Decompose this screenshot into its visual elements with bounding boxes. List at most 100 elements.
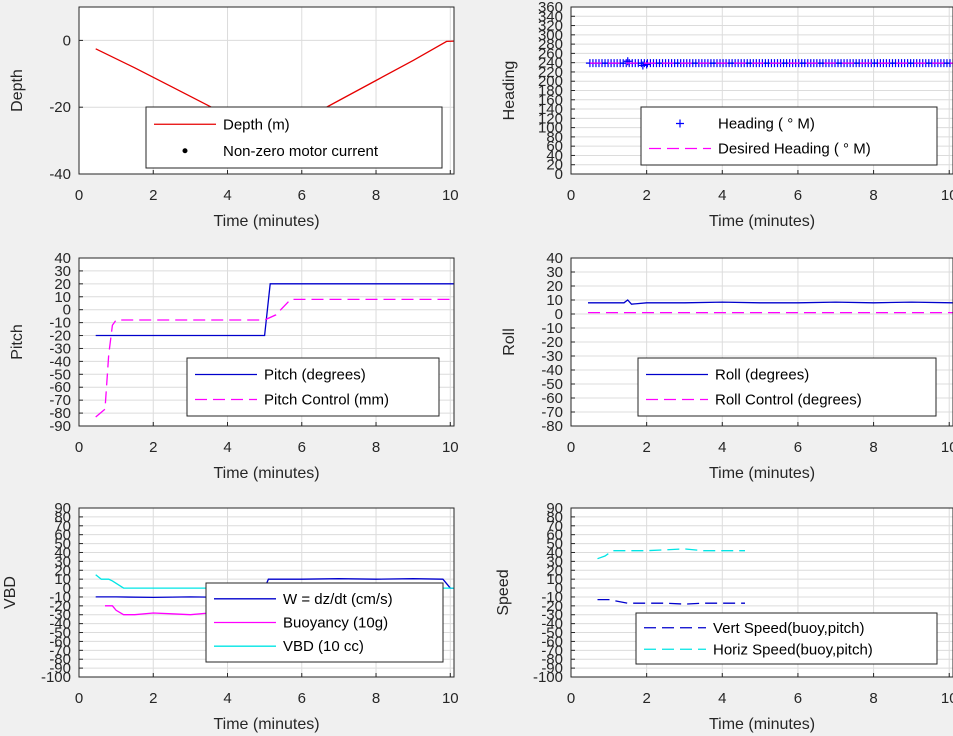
y-tick-label: 360 <box>538 0 563 16</box>
y-tick-label: 20 <box>54 276 71 293</box>
y-tick-label: -70 <box>49 642 71 659</box>
series-group <box>588 299 953 314</box>
y-tick-label: 100 <box>538 120 563 137</box>
axes-box <box>78 6 455 175</box>
x-axis-label: Time (minutes) <box>709 716 815 733</box>
chart-vbd: 0 2 4 6 8 109080706050403020100-10-20-30-40-5… <box>2 500 459 733</box>
x-tick-label: 0 <box>567 187 575 204</box>
x-tick-label: 2 <box>149 439 157 456</box>
x-tick-label: 10 <box>442 690 459 707</box>
y-tick-label: -30 <box>49 607 71 624</box>
y-tick-label: 300 <box>538 27 563 44</box>
y-tick-label: -90 <box>541 660 563 677</box>
x-tick-label: 6 <box>298 690 306 707</box>
chart-speed: 02468109080706050403020100-10-20-30-40-5… <box>495 500 953 733</box>
series-roll-0-line <box>588 299 953 305</box>
legend-label: Heading ( ° M) <box>718 116 815 133</box>
y-tick-label: 30 <box>546 553 563 570</box>
y-tick-label: -10 <box>541 589 563 606</box>
legend-label: Depth (m) <box>223 116 290 133</box>
y-tick-label: -30 <box>541 348 563 365</box>
y-tick-label: -60 <box>541 633 563 650</box>
y-tick-label: -40 <box>541 362 563 379</box>
y-tick-label: 30 <box>546 264 563 281</box>
chart-pitch: 0 2 4 6 8 10403020100-10-20-30-40-50-60-70-80… <box>9 250 459 482</box>
y-tick-label: -40 <box>49 166 71 183</box>
axes-box <box>570 507 953 678</box>
y-tick-label: -60 <box>49 379 71 396</box>
y-tick-label: 10 <box>54 289 71 306</box>
legend: W = dz/dt (cm/s) Buoyancy (10g) VBD (10 cc… <box>205 582 444 663</box>
y-tick-label: -100 <box>41 669 71 686</box>
x-tick-label: 8 <box>372 187 380 204</box>
legend-label: W = dz/dt (cm/s) <box>283 591 393 608</box>
x-tick-label: 4 <box>718 187 726 204</box>
y-tick-label: 50 <box>546 536 563 553</box>
legend-box <box>145 106 443 169</box>
y-tick-label: 90 <box>54 500 71 517</box>
legend-box <box>186 357 440 417</box>
legend-label: Pitch (degrees) <box>264 367 366 384</box>
legend-box <box>637 357 937 417</box>
x-tick-label: 8 <box>869 690 877 707</box>
y-tick-label: 0 <box>555 306 563 323</box>
series-speed-0-line <box>597 598 745 605</box>
x-tick-label: 2 <box>642 187 650 204</box>
x-tick-label: 2 <box>149 690 157 707</box>
y-tick-label: 40 <box>546 147 563 164</box>
x-tick-label: 0 <box>75 187 83 204</box>
x-tick-label: 6 <box>794 187 802 204</box>
y-tick-label: 10 <box>546 292 563 309</box>
y-tick-label: 80 <box>546 509 563 526</box>
x-tick-label: 4 <box>223 187 231 204</box>
y-tick-label: 240 <box>538 55 563 72</box>
y-tick-label: -20 <box>541 598 563 615</box>
y-tick-label: -40 <box>541 616 563 633</box>
y-tick-label: 220 <box>538 64 563 81</box>
y-tick-label: -70 <box>49 392 71 409</box>
x-tick-label: 6 <box>298 439 306 456</box>
series-speed-1-line <box>597 548 745 560</box>
axes-box <box>78 507 455 678</box>
y-tick-label: 10 <box>54 571 71 588</box>
y-tick-label: 40 <box>546 544 563 561</box>
y-tick-label: 60 <box>546 527 563 544</box>
x-tick-label: 8 <box>869 439 877 456</box>
legend-label: Pitch Control (mm) <box>264 392 389 409</box>
y-tick-label: -10 <box>49 589 71 606</box>
chart-roll: 0246810403020100-10-20-30-40-50-60-70-80… <box>501 250 953 482</box>
y-tick-label: -90 <box>49 418 71 435</box>
y-tick-label: 40 <box>546 250 563 267</box>
y-tick-label: 0 <box>63 302 71 319</box>
y-tick-label: 70 <box>546 518 563 535</box>
y-tick-label: -50 <box>541 625 563 642</box>
y-tick-label: -80 <box>541 418 563 435</box>
y-tick-label: 0 <box>63 580 71 597</box>
x-tick-label: 0 <box>75 439 83 456</box>
y-tick-label: 20 <box>54 562 71 579</box>
legend-sample <box>182 148 188 154</box>
x-tick-label: 8 <box>372 690 380 707</box>
y-tick-label: 0 <box>555 580 563 597</box>
series-vbd-0-line <box>95 578 454 599</box>
x-tick-label: 10 <box>941 187 953 204</box>
legend-box <box>635 612 938 665</box>
legend-label: Horiz Speed(buoy,pitch) <box>713 641 873 658</box>
x-tick-label: 4 <box>718 690 726 707</box>
x-tick-label: 6 <box>794 690 802 707</box>
y-tick-label: 160 <box>538 92 563 109</box>
y-tick-label: -80 <box>49 405 71 422</box>
y-tick-label: 0 <box>63 32 71 49</box>
x-tick-label: 10 <box>941 439 953 456</box>
y-tick-label: 50 <box>54 536 71 553</box>
y-axis-label: Roll <box>501 328 518 356</box>
legend: Depth (m) Non-zero motor current <box>145 106 443 169</box>
series-group <box>585 57 953 70</box>
legend-label: Roll (degrees) <box>715 367 809 384</box>
x-axis-label: Time (minutes) <box>213 716 319 733</box>
y-tick-label: -60 <box>541 390 563 407</box>
y-tick-label: 180 <box>538 83 563 100</box>
axes-box <box>78 257 455 427</box>
y-axis-label: Pitch <box>9 324 26 360</box>
